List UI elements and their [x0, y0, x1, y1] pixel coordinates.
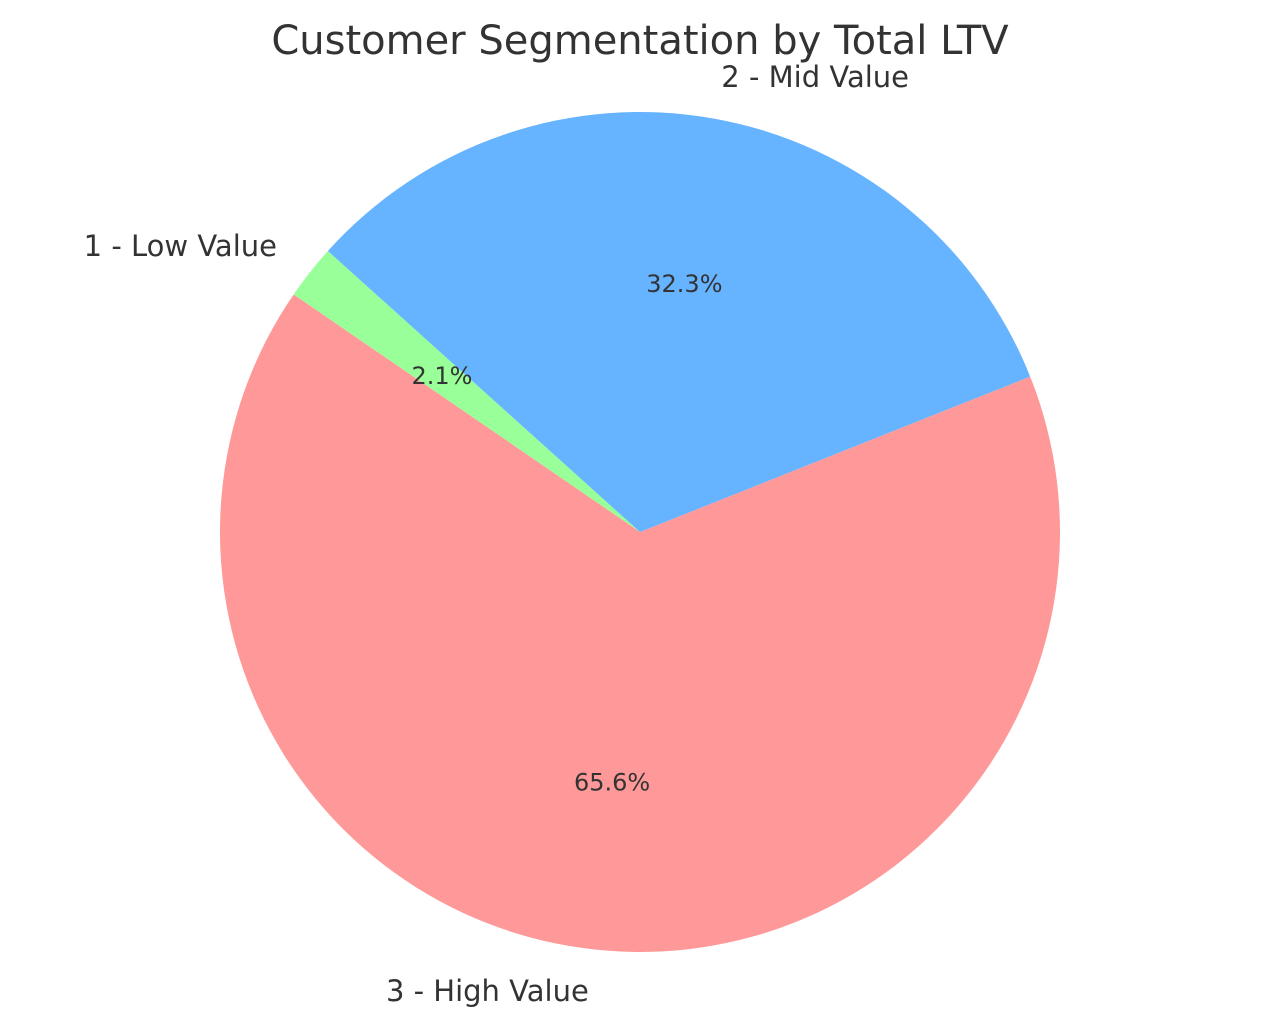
- chart-title: Customer Segmentation by Total LTV: [271, 18, 1009, 64]
- pie-slice-3-high-value: [219, 294, 1060, 953]
- slice-label-3-high-value: 3 - High Value: [386, 974, 589, 1008]
- pie-slices: [219, 112, 1060, 953]
- pie-labels: 1 - Low Value 2.1% 3 - High Value 65.6% 2 - …: [84, 60, 909, 1008]
- pct-label-1-low-value: 2.1%: [412, 362, 473, 390]
- pct-label-3-high-value: 65.6%: [574, 768, 650, 796]
- pie-slice-2-mid-value: [327, 112, 1031, 533]
- slice-label-1-low-value: 1 - Low Value: [84, 229, 277, 263]
- pie-slice-1-low-value: [293, 250, 640, 532]
- slice-label-2-mid-value: 2 - Mid Value: [721, 60, 909, 94]
- pct-label-2-mid-value: 32.3%: [646, 270, 722, 298]
